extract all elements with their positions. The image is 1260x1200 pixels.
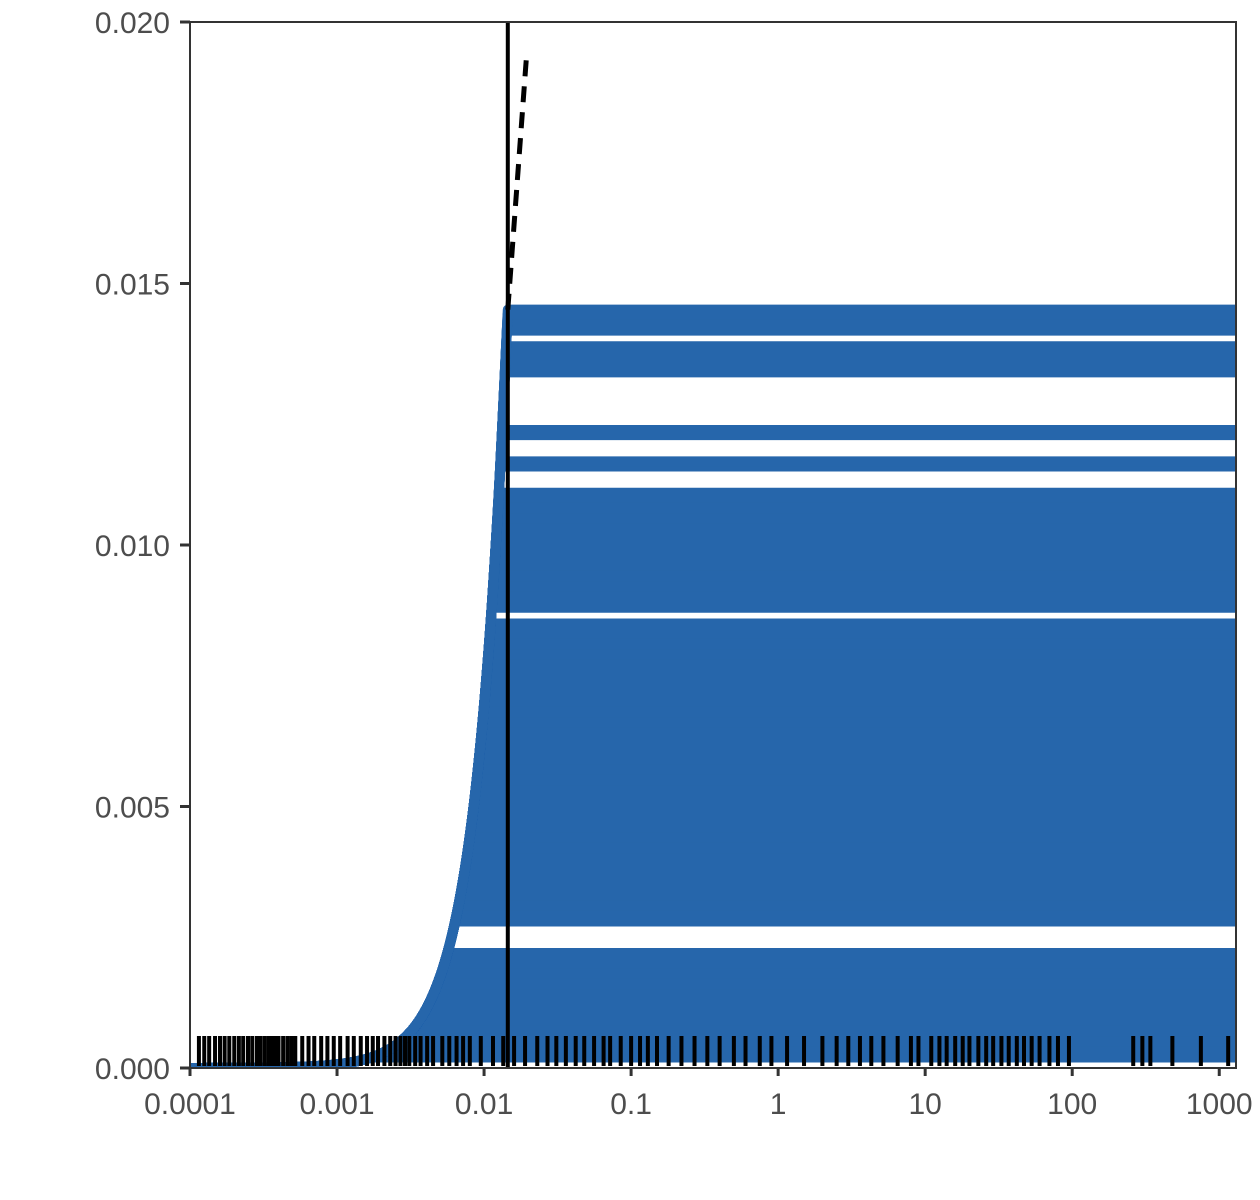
reference-lines [505,22,530,1068]
x-axis: 0.0001 0.001 0.01 0.1 1 10 100 1000 [144,1068,1253,1121]
rug-layer [196,1036,1231,1066]
x-tick-label-6: 100 [1047,1088,1097,1121]
x-tick-label-2: 0.01 [455,1088,513,1121]
x-tick-label-5: 10 [908,1088,941,1121]
reference-line-dashed [505,53,530,310]
x-tick-label-0: 0.0001 [144,1088,236,1121]
x-tick-label-3: 0.1 [610,1088,652,1121]
x-tick-label-7: 1000 [1186,1088,1253,1121]
y-tick-label-4: 0.020 [95,7,170,40]
y-axis: 0.000 0.005 0.010 0.015 0.020 [95,7,190,1086]
y-tick-label-3: 0.015 [95,269,170,302]
y-tick-label-2: 0.010 [95,530,170,563]
x-tick-label-4: 1 [770,1088,787,1121]
x-tick-label-1: 0.001 [299,1088,374,1121]
y-tick-label-1: 0.005 [95,792,170,825]
y-tick-label-0: 0.000 [95,1053,170,1086]
